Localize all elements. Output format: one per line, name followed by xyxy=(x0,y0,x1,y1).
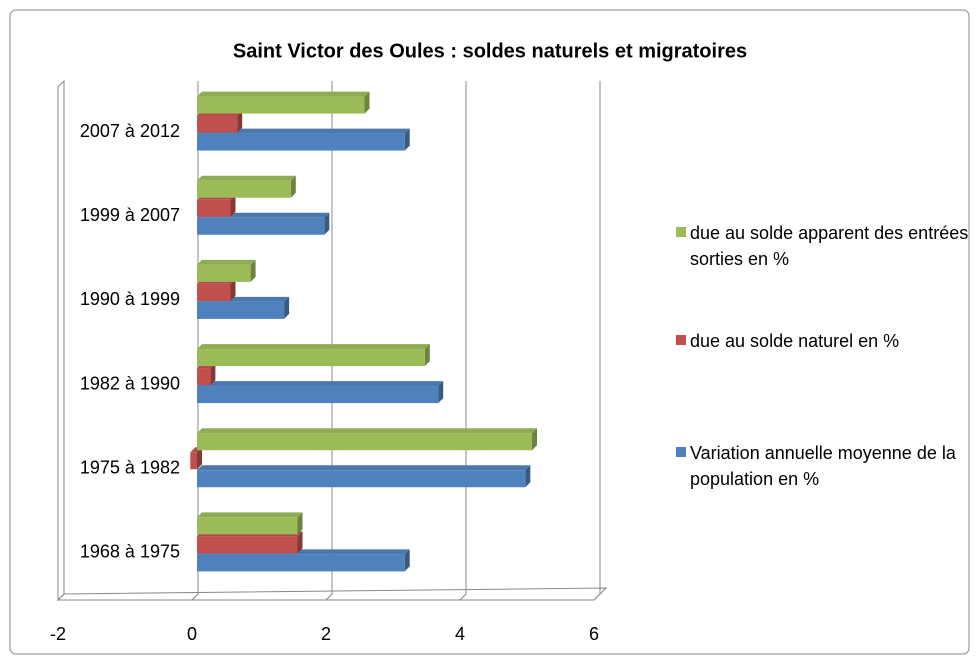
bar xyxy=(197,517,298,535)
bar-side xyxy=(525,465,531,488)
bar-top xyxy=(197,465,531,471)
y-tick-label: 1968 à 1975 xyxy=(80,542,180,562)
bar-top xyxy=(197,259,256,265)
chart-title: Saint Victor des Oules : soldes naturels… xyxy=(233,40,747,62)
bar-side xyxy=(237,110,243,133)
y-tick-label: 1975 à 1982 xyxy=(80,458,180,478)
chart-border xyxy=(9,9,970,655)
y-tick-label: 2007 à 2012 xyxy=(80,121,180,141)
bar xyxy=(197,133,405,151)
bar xyxy=(197,199,231,217)
grid-line xyxy=(191,81,199,601)
legend-swatch xyxy=(676,447,686,457)
bar-side xyxy=(297,512,303,535)
bar-side xyxy=(424,344,430,367)
bar-side xyxy=(230,194,236,217)
x-tick-label: 4 xyxy=(455,624,465,644)
bar xyxy=(197,217,325,235)
grid-line xyxy=(593,81,601,601)
grid-line xyxy=(57,81,65,601)
y-tick-label: 1999 à 2007 xyxy=(80,205,180,225)
bar xyxy=(197,96,365,114)
bar xyxy=(197,554,405,572)
legend-entry: Variation annuelle moyenne de la populat… xyxy=(676,440,975,492)
bar xyxy=(197,349,425,367)
legend-swatch xyxy=(676,227,686,237)
bar-side xyxy=(297,531,303,554)
bar-side xyxy=(284,296,290,319)
bar-side xyxy=(404,128,410,151)
bar-side xyxy=(404,549,410,572)
bar-side xyxy=(532,428,537,451)
legend-label: due au solde naturel en % xyxy=(690,331,900,351)
bar-side xyxy=(250,259,256,282)
bar xyxy=(197,180,291,198)
bar-side xyxy=(324,212,330,235)
legend-swatch xyxy=(676,335,686,345)
bar-top xyxy=(197,344,430,350)
bar xyxy=(190,452,197,470)
bar-side xyxy=(197,447,202,470)
bar xyxy=(197,368,211,386)
grid-line xyxy=(459,81,467,601)
x-tick-label: 2 xyxy=(321,624,331,644)
bar xyxy=(197,433,532,451)
bar-side xyxy=(438,381,444,404)
bar xyxy=(197,115,238,133)
legend-entry: due au solde apparent des entrées sortie… xyxy=(676,220,975,272)
y-tick-label: 1982 à 1990 xyxy=(80,373,180,393)
bar xyxy=(197,264,251,282)
y-tick-label: 1990 à 1999 xyxy=(80,289,180,309)
x-tick-label: 0 xyxy=(187,624,197,644)
bar-side xyxy=(364,91,370,114)
bar xyxy=(197,470,526,488)
bar-side xyxy=(290,175,296,198)
bar-top xyxy=(197,512,303,518)
grid-line xyxy=(325,81,333,601)
legend-entry: due au solde naturel en % xyxy=(676,328,975,354)
bar-side xyxy=(230,278,236,301)
bar-top xyxy=(197,91,370,97)
bar-top xyxy=(197,128,410,134)
bar-top xyxy=(197,175,296,181)
legend-label: Variation annuelle moyenne de la populat… xyxy=(690,443,956,489)
x-tick-label: -2 xyxy=(50,624,66,644)
bar xyxy=(197,301,285,319)
bar xyxy=(197,386,439,404)
bar-side xyxy=(210,363,216,386)
legend-label: due au solde apparent des entrées sortie… xyxy=(690,223,969,269)
bar xyxy=(197,536,298,554)
bar xyxy=(197,283,231,301)
bar-top xyxy=(197,381,444,387)
x-tick-label: 6 xyxy=(589,624,599,644)
bar-top xyxy=(197,428,537,434)
